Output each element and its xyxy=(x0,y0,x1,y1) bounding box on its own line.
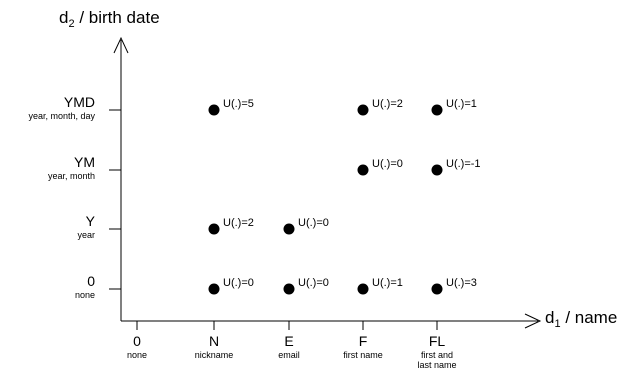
utility-label-f-ymd: U(.)=2 xyxy=(372,98,403,110)
x-tick-label-f: F xyxy=(359,333,368,349)
utility-label-n-ymd: U(.)=5 xyxy=(223,98,254,110)
y-tick-label-0: 0 xyxy=(87,273,95,289)
data-points: U(.)=5 U(.)=2 U(.)=1 U(.)=0 U(.)=-1 U(.)=2 U(.… xyxy=(208,98,481,295)
x-tick-sublabel-f: first name xyxy=(343,350,383,360)
point-e-0 xyxy=(283,283,295,295)
point-f-ym xyxy=(357,164,369,176)
x-tick-sublabel-e: email xyxy=(278,350,300,360)
x-axis-arrowhead xyxy=(524,313,542,329)
x-tick-label-fl: FL xyxy=(429,333,446,349)
utility-label-fl-ymd: U(.)=1 xyxy=(446,98,477,110)
y-tick-label-y: Y xyxy=(86,213,96,229)
point-fl-ym xyxy=(431,164,443,176)
x-tick-label-0: 0 xyxy=(133,333,141,349)
point-f-0 xyxy=(357,283,369,295)
x-tick-sublabel-fl: last name xyxy=(417,360,456,370)
y-tick-label-ymd: YMD xyxy=(64,94,95,110)
x-tick-sublabel-0: none xyxy=(127,350,147,360)
y-axis-arrowhead xyxy=(113,36,129,54)
utility-label-e-0: U(.)=0 xyxy=(298,277,329,289)
point-fl-0 xyxy=(431,283,443,295)
x-axis-title: d1 / name xyxy=(545,308,617,330)
x-tick-label-e: E xyxy=(284,333,293,349)
point-n-0 xyxy=(208,283,220,295)
utility-label-e-y: U(.)=0 xyxy=(298,217,329,229)
point-n-ymd xyxy=(208,104,220,116)
y-tick-sublabel-y: year xyxy=(77,230,95,240)
point-n-y xyxy=(208,223,220,235)
y-tick-label-ym: YM xyxy=(74,154,95,170)
y-tick-sublabel-0: none xyxy=(75,290,95,300)
x-tick-sublabel-fl: first and xyxy=(421,350,453,360)
utility-label-n-0: U(.)=0 xyxy=(223,277,254,289)
y-axis-title: d2 / birth date xyxy=(59,8,160,30)
point-f-ymd xyxy=(357,104,369,116)
utility-label-n-y: U(.)=2 xyxy=(223,217,254,229)
utility-label-f-ym: U(.)=0 xyxy=(372,158,403,170)
utility-label-fl-0: U(.)=3 xyxy=(446,277,477,289)
point-e-y xyxy=(283,223,295,235)
y-tick-sublabel-ym: year, month xyxy=(48,171,95,181)
point-fl-ymd xyxy=(431,104,443,116)
utility-label-f-0: U(.)=1 xyxy=(372,277,403,289)
x-tick-sublabel-n: nickname xyxy=(195,350,234,360)
x-tick-label-n: N xyxy=(209,333,219,349)
y-tick-sublabel-ymd: year, month, day xyxy=(28,111,95,121)
utility-label-fl-ym: U(.)=-1 xyxy=(446,158,481,170)
